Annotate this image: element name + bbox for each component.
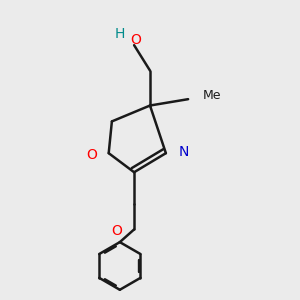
Text: O: O <box>130 33 141 47</box>
Text: H: H <box>115 27 125 41</box>
Text: Me: Me <box>202 89 221 103</box>
Text: N: N <box>178 145 188 159</box>
Text: O: O <box>86 148 97 162</box>
Text: O: O <box>111 224 122 238</box>
